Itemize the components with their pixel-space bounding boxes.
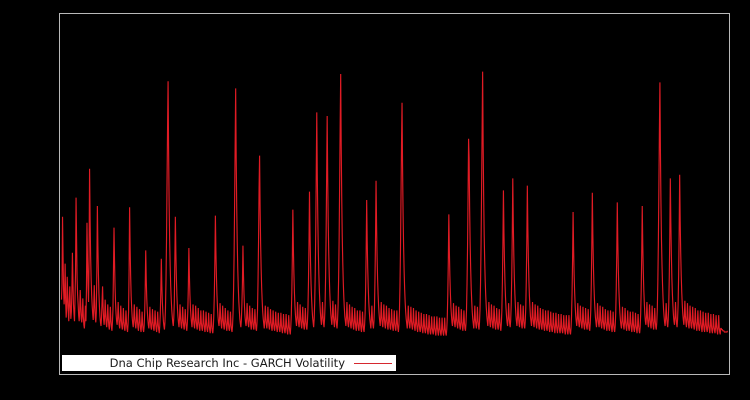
plot-area	[59, 13, 730, 375]
chart-legend[interactable]: Dna Chip Research Inc - GARCH Volatility	[62, 355, 396, 371]
y-axis: 0%50%100%150%200%250%300%	[0, 0, 59, 400]
legend-line-swatch	[354, 357, 392, 369]
volatility-series	[60, 14, 729, 374]
legend-label: Dna Chip Research Inc - GARCH Volatility	[109, 355, 345, 370]
series-line	[61, 72, 727, 336]
